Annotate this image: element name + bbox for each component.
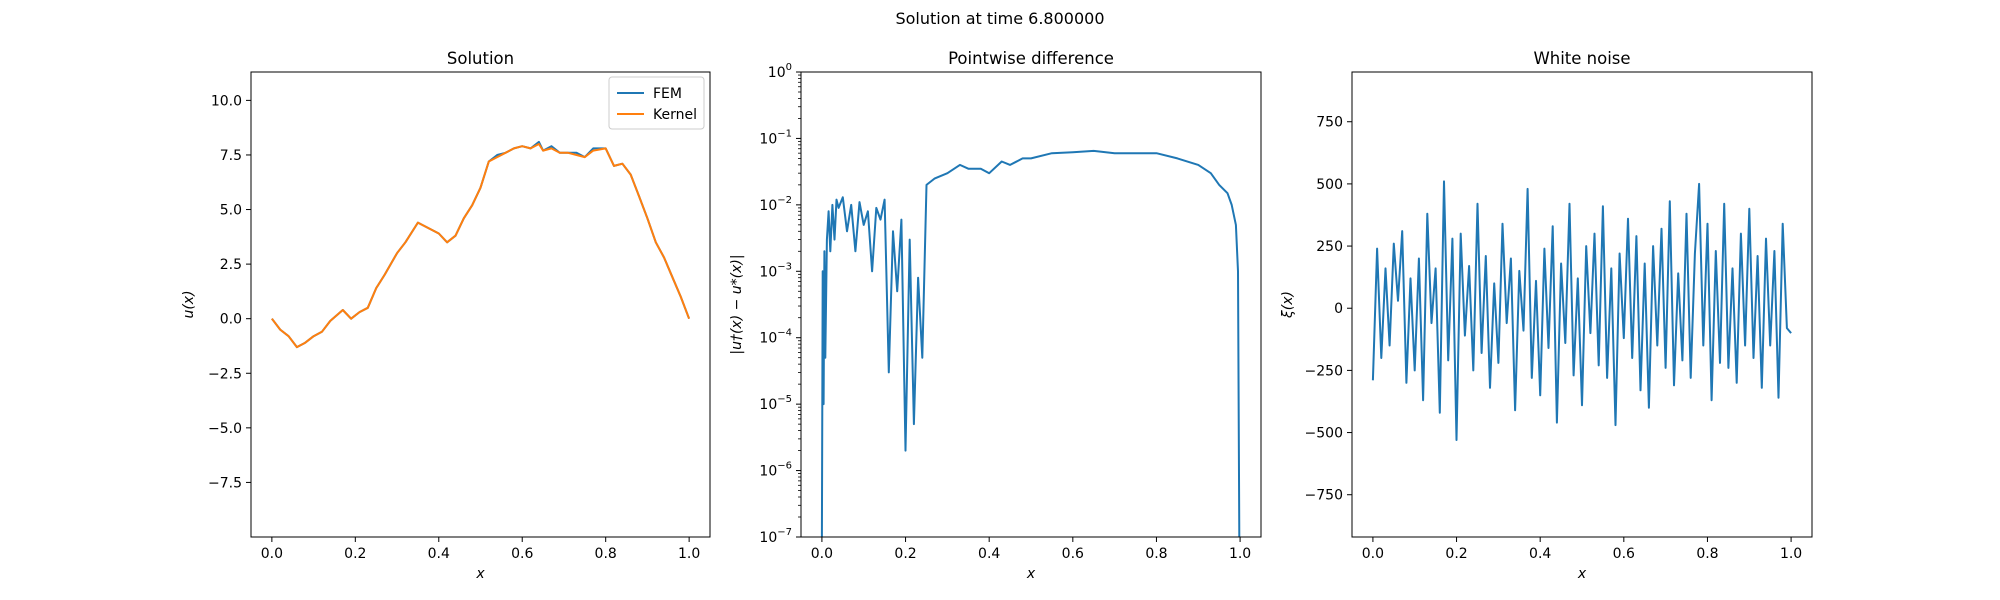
legend-box [608, 76, 705, 130]
panel-title: White noise [1533, 49, 1630, 68]
y-tick-label: 2.5 [220, 257, 242, 273]
x-tick-label: 0.4 [978, 546, 1000, 562]
x-tick-label: 0.0 [811, 546, 833, 562]
x-tick-label: 1.0 [678, 546, 700, 562]
x-axis-label: x [1026, 566, 1036, 582]
x-tick-label: 0.8 [1145, 546, 1167, 562]
panel-title: Solution [447, 49, 514, 68]
axes-frame [250, 71, 711, 538]
x-tick-label: 0.4 [428, 546, 450, 562]
y-tick-label: 10−7 [759, 527, 792, 546]
y-tick-label: 10−1 [759, 128, 792, 147]
y-tick-label: 250 [1316, 239, 1343, 255]
x-tick-label: 0.4 [1529, 546, 1551, 562]
y-tick-label: −2.5 [208, 366, 242, 382]
y-tick-label: 750 [1316, 115, 1343, 131]
x-tick-label: 0.8 [595, 546, 617, 562]
y-tick-label: −500 [1305, 426, 1343, 442]
x-tick-label: 1.0 [1229, 546, 1251, 562]
x-axis-label: x [475, 566, 485, 582]
x-tick-label: 0.2 [894, 546, 916, 562]
x-tick-label: 0.6 [1062, 546, 1084, 562]
y-axis-label: |u†(x) − u*(x)| [729, 254, 745, 354]
y-tick-label: 10.0 [211, 93, 242, 109]
figure-suptitle: Solution at time 6.800000 [895, 9, 1105, 28]
x-tick-label: 0.0 [1362, 546, 1384, 562]
y-tick-label: −5.0 [208, 421, 242, 437]
y-tick-label: 5.0 [220, 203, 242, 219]
axes-frame [800, 71, 1262, 538]
axes-frame [1351, 71, 1813, 538]
y-tick-label: −7.5 [208, 475, 242, 491]
series-line-kernel [271, 143, 691, 349]
panel-pointwise-difference: 0.0 0.2 0.4 0.6 0.8 1.0 10−7 10−6 10−5 10−4 10−3 10… [729, 49, 1262, 582]
y-tick-label: 10−2 [759, 195, 792, 214]
y-tick-label: 500 [1316, 177, 1343, 193]
x-tick-label: 1.0 [1780, 546, 1802, 562]
y-tick-label: 10−4 [759, 328, 792, 347]
x-axis-label: x [1577, 566, 1587, 582]
x-tick-label: 0.2 [1445, 546, 1467, 562]
y-tick-label: 100 [768, 62, 792, 81]
panel-title: Pointwise difference [948, 49, 1114, 68]
x-tick-label: 0.2 [344, 546, 366, 562]
y-tick-label: 0 [1334, 301, 1343, 317]
legend-label-kernel: Kernel [653, 107, 697, 123]
legend-label-fem: FEM [653, 86, 682, 102]
y-tick-label: 10−3 [759, 261, 792, 280]
x-tick-label: 0.6 [1613, 546, 1635, 562]
y-tick-label: 10−6 [759, 461, 792, 480]
y-tick-label: −750 [1305, 488, 1343, 504]
x-tick-label: 0.6 [511, 546, 533, 562]
y-axis-label: ξ(x) [1280, 291, 1296, 319]
y-tick-label: −250 [1305, 363, 1343, 379]
y-axis-label: u(x) [181, 290, 197, 318]
y-tick-label: 7.5 [220, 148, 242, 164]
panel-white-noise: 0.0 0.2 0.4 0.6 0.8 1.0 −750 −500 −250 0 250 500 750… [1280, 49, 1813, 582]
y-tick-label: 10−5 [759, 394, 792, 413]
series-line [1371, 180, 1792, 441]
panel-solution: 0.0 0.2 0.4 0.6 0.8 1.0 −7.5 −5.0 −2.5 0.0 2.5 5.0 7… [181, 49, 711, 582]
series-line [820, 149, 1241, 537]
x-tick-label: 0.8 [1696, 546, 1718, 562]
y-tick-label: 0.0 [220, 312, 242, 328]
x-tick-label: 0.0 [261, 546, 283, 562]
